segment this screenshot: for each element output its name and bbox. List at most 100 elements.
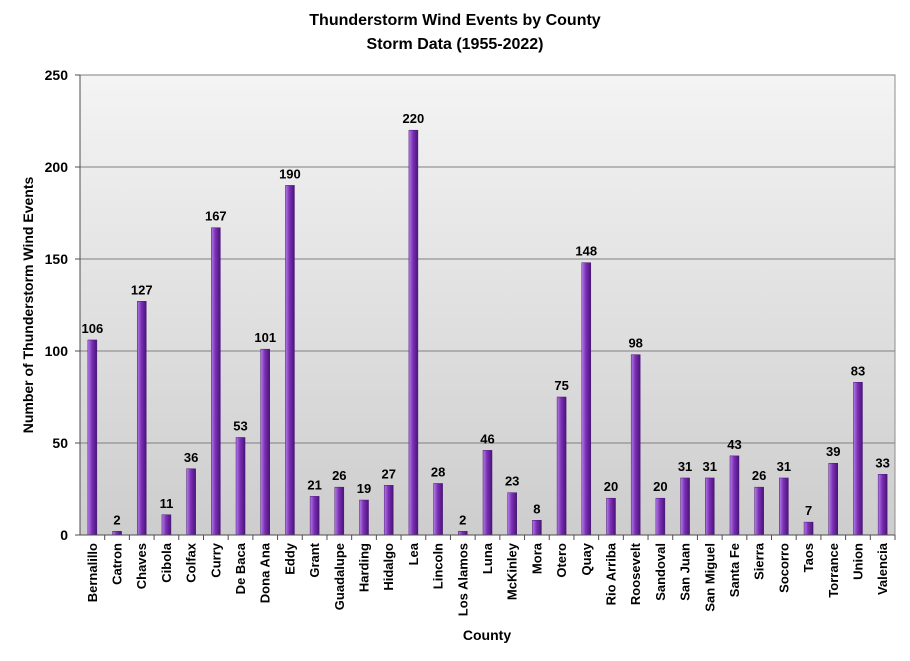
x-tick-label: Roosevelt	[628, 542, 643, 605]
data-label: 20	[653, 479, 667, 494]
x-tick-label: De Baca	[233, 542, 248, 594]
x-tick-label: Torrance	[826, 543, 841, 598]
bar	[828, 462, 839, 536]
data-label: 36	[184, 450, 198, 465]
bar	[853, 382, 863, 536]
y-tick-label: 150	[45, 251, 69, 267]
x-tick-label: Rio Arriba	[603, 542, 618, 605]
data-label: 53	[233, 418, 247, 433]
data-label: 31	[678, 459, 692, 474]
x-tick-label: Valencia	[875, 542, 890, 595]
bar	[87, 339, 98, 536]
y-tick-label: 50	[52, 435, 68, 451]
bars	[87, 129, 888, 536]
bar	[705, 477, 715, 536]
data-label: 190	[279, 166, 301, 181]
data-label: 148	[575, 244, 597, 259]
x-tick-label: Chaves	[134, 543, 149, 589]
x-tick-label: Quay	[579, 542, 594, 575]
data-label: 220	[403, 111, 425, 126]
data-label: 167	[205, 209, 227, 224]
x-axis-categories: Bernalillo Catron Chaves Cibola Colfax Curry D…	[85, 535, 896, 616]
x-tick-label: Cibola	[159, 542, 174, 582]
bar	[383, 485, 394, 536]
bar	[235, 437, 246, 536]
x-tick-label: Taos	[801, 543, 816, 572]
y-tick-label: 250	[45, 67, 69, 83]
x-axis-label: County	[463, 627, 511, 643]
data-label: 26	[332, 468, 346, 483]
bar	[803, 521, 814, 536]
y-tick-label: 0	[60, 527, 68, 543]
data-label: 2	[113, 512, 120, 527]
bar	[285, 185, 295, 536]
data-label: 127	[131, 282, 153, 297]
data-label: 26	[752, 468, 766, 483]
x-tick-label: Union	[850, 543, 865, 580]
x-tick-label: Lincoln	[431, 543, 446, 589]
bar	[458, 531, 468, 536]
x-tick-label: San Juan	[678, 543, 693, 601]
data-label: 43	[727, 437, 741, 452]
data-label: 39	[826, 444, 840, 459]
x-tick-label: Lea	[406, 542, 421, 565]
data-label: 19	[357, 481, 371, 496]
bar	[211, 227, 221, 536]
bar	[359, 499, 369, 536]
data-label: 101	[254, 330, 276, 345]
data-label: 28	[431, 464, 445, 479]
data-label: 8	[533, 501, 540, 516]
bar	[680, 477, 690, 536]
x-tick-label: Los Alamos	[455, 543, 470, 616]
bar	[581, 262, 592, 536]
x-tick-label: Bernalillo	[85, 543, 100, 602]
y-tick-label: 200	[45, 159, 69, 175]
x-tick-label: Santa Fe	[727, 543, 742, 597]
bar	[186, 468, 196, 536]
x-tick-label: Hidalgo	[381, 543, 396, 591]
x-tick-label: Sandoval	[653, 543, 668, 601]
bar	[606, 497, 616, 536]
data-label: 11	[160, 496, 174, 511]
y-tick-label: 100	[45, 343, 69, 359]
bar	[482, 450, 493, 536]
data-label: 2	[459, 512, 466, 527]
x-tick-label: Colfax	[184, 542, 199, 583]
x-tick-label: Socorro	[776, 543, 791, 593]
data-label: 21	[307, 477, 321, 492]
data-label: 7	[805, 503, 812, 518]
bar	[779, 477, 789, 536]
x-tick-label: Dona Ana	[258, 542, 273, 603]
bar	[877, 474, 888, 536]
data-label: 27	[381, 466, 395, 481]
chart-subtitle: Storm Data (1955-2022)	[366, 36, 544, 53]
x-tick-label: Eddy	[282, 542, 297, 575]
x-tick-label: Grant	[307, 542, 322, 577]
bar	[556, 396, 567, 536]
chart-title: Thunderstorm Wind Events by County	[309, 12, 601, 29]
bar	[433, 483, 443, 536]
x-tick-label: Curry	[208, 542, 223, 577]
x-tick-label: McKinley	[505, 542, 520, 600]
bar	[729, 455, 740, 536]
data-label: 33	[875, 455, 889, 470]
bar	[655, 497, 666, 536]
bar	[334, 486, 345, 536]
data-label: 83	[851, 363, 865, 378]
bar	[112, 531, 122, 536]
x-tick-label: Guadalupe	[332, 543, 347, 610]
x-tick-label: Harding	[357, 543, 372, 592]
x-tick-label: Sierra	[752, 542, 767, 580]
bar	[161, 514, 172, 536]
data-label: 31	[703, 459, 717, 474]
data-label: 31	[777, 459, 791, 474]
data-label: 20	[604, 479, 618, 494]
bar	[754, 486, 764, 536]
bar	[260, 348, 270, 536]
x-tick-label: Luna	[480, 542, 495, 574]
data-label: 23	[505, 474, 519, 489]
data-labels: 106 2 127 11 36 167 53 101 190 21 26 19 27 220 28 2 46 23…	[81, 111, 889, 527]
x-tick-label: San Miguel	[702, 543, 717, 612]
bar	[136, 301, 147, 536]
